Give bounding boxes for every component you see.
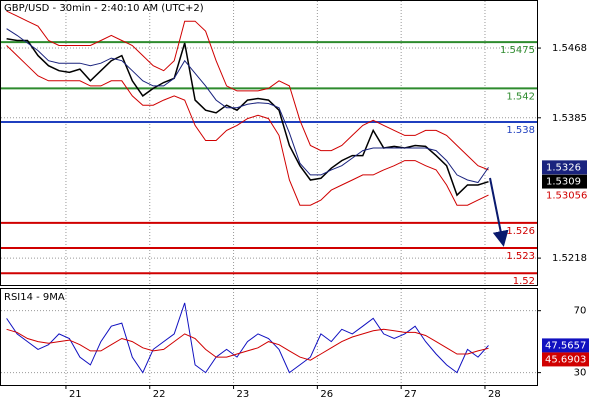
rsi-marker-label: 47.5657 xyxy=(545,340,586,351)
x-tick-label: 22 xyxy=(153,389,166,400)
level-label: 1.523 xyxy=(506,251,535,262)
level-label: 1.542 xyxy=(506,91,535,102)
price-marker xyxy=(542,188,587,203)
rsi-title: RSI14 - 9MA xyxy=(4,292,65,303)
price-panel xyxy=(0,0,538,286)
price-marker xyxy=(542,174,587,189)
series-line xyxy=(6,38,489,197)
rsi-marker xyxy=(542,338,589,353)
series-line xyxy=(6,10,489,171)
rsi-panel xyxy=(0,288,538,386)
x-tick-label: 23 xyxy=(237,389,250,400)
price-marker-label: 1.5326 xyxy=(546,162,581,173)
level-label: 1.52 xyxy=(513,276,535,287)
rsi-marker-label: 45.6903 xyxy=(545,354,586,365)
x-tick-label: 28 xyxy=(488,389,501,400)
x-tick-label: 26 xyxy=(320,389,333,400)
series-line xyxy=(6,45,489,206)
level-label: 1.5475 xyxy=(500,45,535,56)
y-tick-label: 70 xyxy=(574,306,587,317)
rsi-marker xyxy=(542,352,589,367)
x-tick-label: 21 xyxy=(69,389,82,400)
level-label: 1.538 xyxy=(506,125,535,136)
chart-title: GBP/USD - 30min - 2:40:10 AM (UTC+2) xyxy=(4,3,204,14)
forecast-arrow xyxy=(489,177,509,247)
series-line xyxy=(6,302,489,374)
y-tick-label: 1.5385 xyxy=(552,113,587,124)
price-marker xyxy=(542,160,587,175)
level-label: 1.526 xyxy=(506,226,535,237)
price-marker-label: 1.53056 xyxy=(546,191,587,202)
y-tick-label: 1.5218 xyxy=(552,253,587,264)
y-tick-label: 1.5468 xyxy=(552,43,587,54)
y-tick-label: 30 xyxy=(574,368,587,379)
x-tick-label: 27 xyxy=(404,389,417,400)
series-line xyxy=(6,28,489,184)
series-line xyxy=(6,328,489,361)
price-marker-label: 1.5309 xyxy=(546,177,581,188)
